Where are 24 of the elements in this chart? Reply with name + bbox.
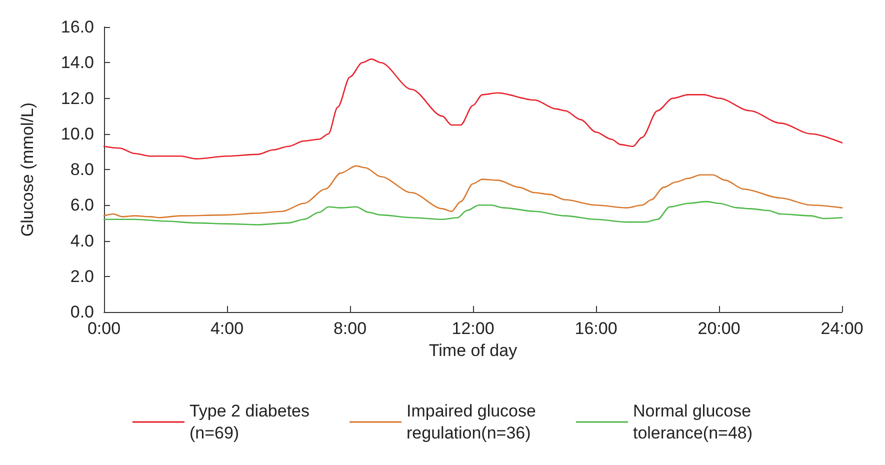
x-tick-label: 16:00: [574, 319, 618, 338]
y-tick-label: 6.0: [70, 196, 94, 215]
y-tick-label: 16.0: [60, 18, 94, 36]
x-tick-label: 12:00: [452, 319, 494, 338]
x-axis-title: Time of day: [428, 341, 518, 360]
y-tick-label: 0.0: [70, 302, 94, 322]
x-tick-label: 4:00: [210, 319, 244, 338]
line-series: [103, 165, 843, 218]
line-series: [103, 58, 843, 160]
x-tick-label: 8:00: [333, 319, 367, 338]
y-tick-label: 8.0: [70, 160, 94, 179]
y-tick-label: 12.0: [60, 88, 94, 108]
x-tick-label: 24:00: [820, 319, 864, 338]
legend-label: Normal glucose tolerance(n=48): [632, 402, 753, 442]
y-tick-label: 14.0: [60, 53, 94, 72]
legend-label: Type 2 diabetes (n=69): [189, 402, 310, 442]
line-series: [103, 200, 843, 226]
y-tick-label: 2.0: [70, 266, 94, 286]
y-tick-label: 4.0: [70, 231, 94, 250]
x-tick-label: 0:00: [87, 319, 121, 338]
y-axis-title: Glucose (mmol/L): [18, 102, 37, 237]
y-tick-label: 10.0: [60, 124, 94, 144]
x-tick-label: 20:00: [698, 319, 740, 338]
legend-label: Impaired glucose regulation(n=36): [406, 402, 536, 442]
